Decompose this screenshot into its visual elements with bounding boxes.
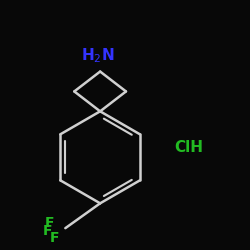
Text: H$_2$N: H$_2$N [81,47,114,65]
Text: F: F [45,216,54,230]
Text: F: F [43,224,52,238]
Text: ClH: ClH [175,140,204,155]
Text: F: F [50,230,59,244]
